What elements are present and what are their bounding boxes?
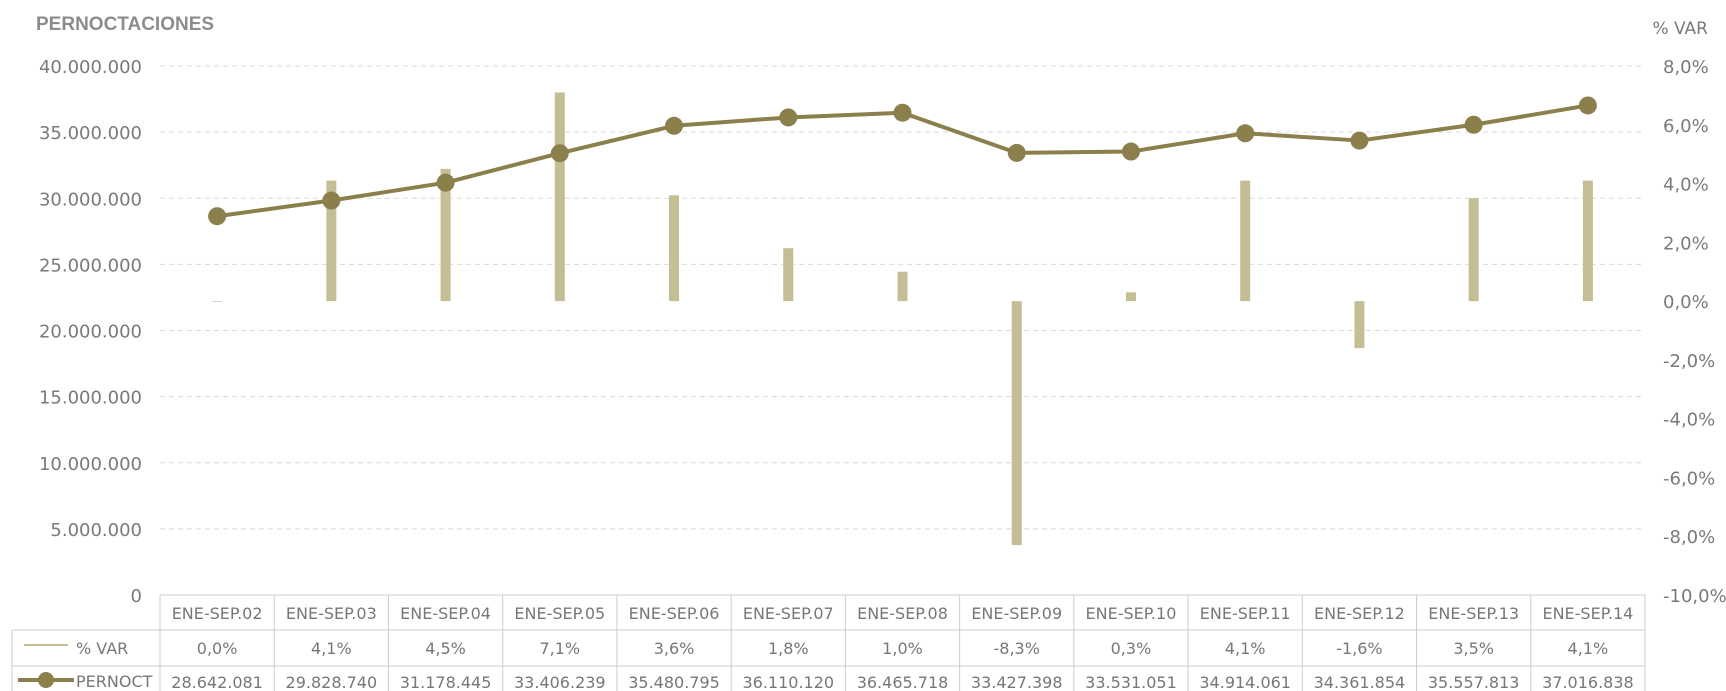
var-value: 7,1% [539, 639, 580, 658]
pernoct-point [1236, 124, 1255, 143]
var-bar [897, 271, 908, 302]
pernoct-value: 34.914.061 [1199, 673, 1291, 691]
var-legend-label: % VAR [76, 639, 128, 658]
var-bar [1354, 301, 1365, 349]
category-label: ENE-SEP.14 [1542, 604, 1633, 623]
var-value: 1,0% [882, 639, 923, 658]
category-label: ENE-SEP.13 [1428, 604, 1519, 623]
pernoct-line-path [216, 103, 1589, 219]
var-bar [1582, 180, 1593, 302]
pernoct-point [665, 116, 684, 135]
var-value: 3,6% [654, 639, 695, 658]
pernoct-value: 35.557.813 [1428, 673, 1520, 691]
pernoct-value: 31.178.445 [400, 673, 492, 691]
var-bar [1468, 198, 1479, 302]
pernoct-point [208, 207, 227, 226]
var-bar [326, 180, 337, 302]
pernoct-value: 28.642.081 [171, 673, 263, 691]
pernoct-value: 29.828.740 [286, 673, 378, 691]
category-label: ENE-SEP.11 [1200, 604, 1291, 623]
var-bar [783, 248, 794, 302]
pernoct-value: 33.406.239 [514, 673, 606, 691]
chart-title: PERNOCTACIONES [36, 14, 214, 35]
category-label: ENE-SEP.08 [857, 604, 948, 623]
pernoct-value: 37.016.838 [1542, 673, 1634, 691]
var-value: 0,0% [197, 639, 238, 658]
var-bar [554, 92, 565, 302]
pernoct-point [893, 103, 912, 122]
pernoct-point [436, 173, 455, 192]
y-tick-label: 20.000.000 [39, 322, 142, 343]
pernoct-value: 33.427.398 [971, 673, 1063, 691]
y-tick-label: 0 [131, 586, 142, 607]
pernoct-line [208, 96, 1597, 226]
y-tick-label: 40.000.000 [39, 57, 142, 78]
var-bar [1125, 292, 1136, 302]
pernoct-point [550, 144, 569, 163]
gridlines [160, 65, 1645, 530]
var-bar [1011, 301, 1022, 546]
var-value: -1,6% [1336, 639, 1382, 658]
var-value: 3,5% [1453, 639, 1494, 658]
y2-tick-label: -8,0% [1663, 527, 1715, 548]
y-tick-label: 5.000.000 [50, 520, 142, 541]
y-tick-label: 15.000.000 [39, 388, 142, 409]
pernoct-point [322, 191, 341, 210]
var-value: 4,1% [1568, 639, 1609, 658]
y2-tick-label: -6,0% [1663, 468, 1715, 489]
y-tick-label: 25.000.000 [39, 255, 142, 276]
data-table: ENE-SEP.02 ENE-SEP.03 ENE-SEP.04 ENE-SEP.05… [11, 594, 1646, 691]
y-tick-label: 10.000.000 [39, 454, 142, 475]
var-value: 1,8% [768, 639, 809, 658]
var-value: 4,5% [425, 639, 466, 658]
var-value: 4,1% [1225, 639, 1266, 658]
y2-tick-label: 8,0% [1663, 57, 1709, 78]
category-label: ENE-SEP.03 [286, 604, 377, 623]
pernoct-point [1007, 143, 1026, 162]
var-value: 0,3% [1111, 639, 1152, 658]
pernoct-value: 36.465.718 [857, 673, 949, 691]
pernoct-legend-marker [38, 672, 54, 688]
y-tick-label: 35.000.000 [39, 123, 142, 144]
pernoct-point [1578, 96, 1597, 115]
category-label: ENE-SEP.10 [1086, 604, 1177, 623]
pernoct-value: 33.531.051 [1085, 673, 1177, 691]
category-label: ENE-SEP.05 [514, 604, 605, 623]
y2-tick-label: -4,0% [1663, 410, 1715, 431]
pernoct-legend-label: PERNOCT [76, 672, 153, 691]
category-label: ENE-SEP.12 [1314, 604, 1405, 623]
var-value: 4,1% [311, 639, 352, 658]
category-label: ENE-SEP.07 [743, 604, 834, 623]
left-axis-ticks: 0 5.000.000 10.000.000 15.000.000 20.000.000… [39, 57, 142, 607]
var-bar [440, 168, 451, 302]
var-value: -8,3% [994, 639, 1040, 658]
pernoct-value: 35.480.795 [628, 673, 720, 691]
pernoct-point [1350, 131, 1369, 150]
y2-tick-label: 4,0% [1663, 175, 1709, 196]
pernoct-value: 34.361.854 [1314, 673, 1406, 691]
y2-tick-label: -2,0% [1663, 351, 1715, 372]
pernoct-point [1121, 142, 1140, 161]
category-label: ENE-SEP.02 [172, 604, 263, 623]
right-axis-ticks: -10,0% -8,0% -6,0% -4,0% -2,0% 0,0% 2,0% 4,0% 6,… [1663, 57, 1726, 607]
category-label: ENE-SEP.06 [629, 604, 720, 623]
var-bar [669, 195, 680, 302]
y2-tick-label: -10,0% [1663, 586, 1726, 607]
var-bar [1240, 180, 1251, 302]
var-bars [212, 92, 1593, 546]
pernoct-value: 36.110.120 [742, 673, 834, 691]
category-label: ENE-SEP.04 [400, 604, 491, 623]
right-axis-unit: % VAR [1652, 19, 1708, 39]
y-tick-label: 30.000.000 [39, 189, 142, 210]
var-bar [212, 301, 223, 302]
y2-tick-label: 2,0% [1663, 233, 1709, 254]
pernoct-point [779, 108, 798, 127]
category-label: ENE-SEP.09 [971, 604, 1062, 623]
pernoct-point [1464, 115, 1483, 134]
y2-tick-label: 0,0% [1663, 292, 1709, 313]
y2-tick-label: 6,0% [1663, 116, 1709, 137]
